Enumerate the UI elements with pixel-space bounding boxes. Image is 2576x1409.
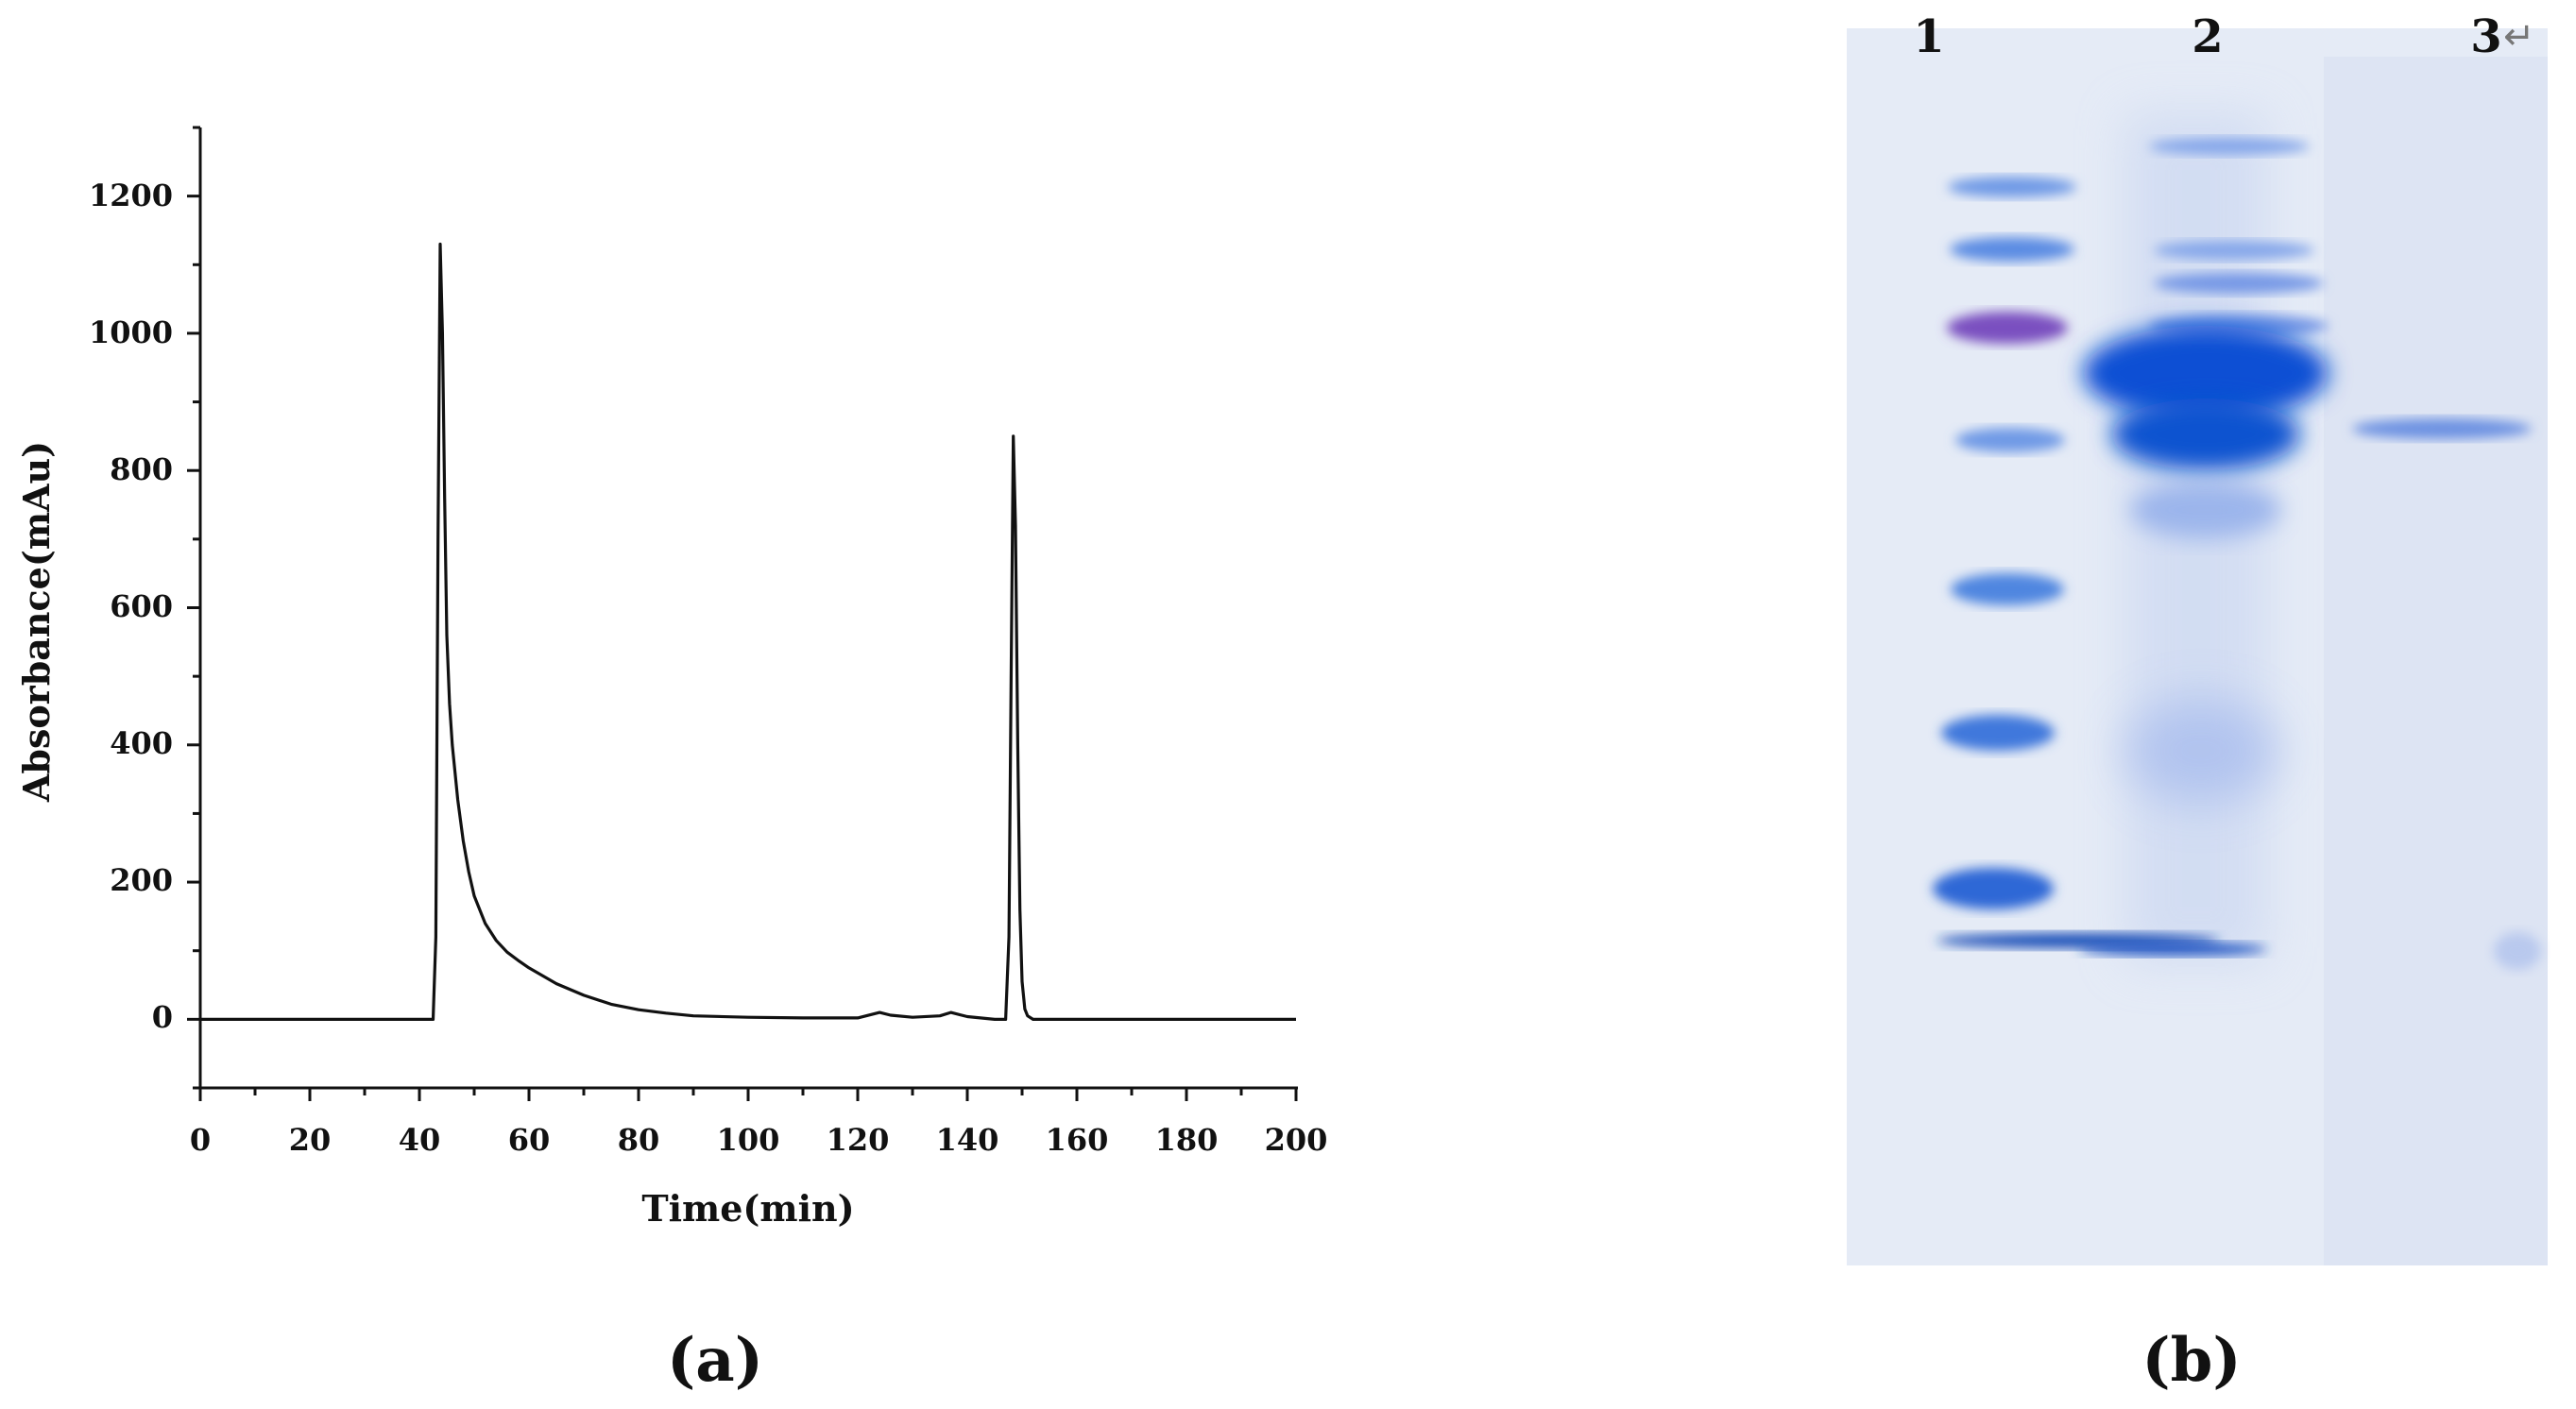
x-tick-label-20: 20 — [289, 1122, 332, 1158]
x-axis-title: Time(min) — [641, 1187, 854, 1230]
y-tick-label-400: 400 — [110, 725, 173, 761]
major-band — [2083, 326, 2329, 420]
absorbance-series-line — [200, 242, 1296, 1021]
ladder-lane — [1933, 177, 2076, 909]
y-axis-ticks — [187, 126, 200, 1090]
ladder-band — [1955, 428, 2065, 452]
x-tick-label-120: 120 — [827, 1122, 890, 1158]
sample-band — [2154, 241, 2314, 260]
x-tick-label-200: 200 — [1265, 1122, 1328, 1158]
x-tick-label-0: 0 — [190, 1122, 211, 1158]
dye-front — [2078, 942, 2267, 956]
y-tick-label-800: 800 — [110, 451, 173, 487]
x-tick-label-160: 160 — [1046, 1122, 1109, 1158]
sample-band — [2154, 273, 2324, 294]
lane-label-1: 1 — [1913, 10, 1944, 63]
y-tick-label-200: 200 — [110, 862, 173, 898]
x-tick-label-40: 40 — [399, 1122, 441, 1158]
y-axis-title: Absorbance(mAu) — [15, 441, 58, 803]
x-tick-label-180: 180 — [1155, 1122, 1219, 1158]
y-tick-labels: 0 200 400 600 800 1000 1200 — [89, 178, 173, 1035]
sample-lane-2 — [2083, 113, 2329, 963]
x-axis-ticks — [198, 1088, 1298, 1101]
sample-lane-3 — [2352, 418, 2532, 439]
ladder-band — [1950, 237, 2074, 262]
lane-smear — [2125, 113, 2267, 963]
x-tick-label-100: 100 — [717, 1122, 780, 1158]
x-tick-label-60: 60 — [508, 1122, 551, 1158]
y-tick-label-600: 600 — [110, 588, 173, 624]
ladder-band — [1933, 868, 2054, 909]
y-tick-label-1200: 1200 — [89, 178, 173, 213]
ladder-band — [1941, 715, 2055, 751]
panel-label-b: (b) — [2141, 1325, 2241, 1396]
sample-band — [2130, 482, 2281, 538]
y-tick-label-1000: 1000 — [89, 314, 173, 350]
sample-band — [2125, 699, 2277, 803]
ladder-band — [1951, 573, 2064, 605]
purified-band — [2352, 418, 2532, 439]
x-tick-labels: 0 20 40 60 80 100 120 140 160 180 200 — [190, 1122, 1328, 1158]
panel-label-a: (a) — [667, 1325, 763, 1396]
major-band-lower — [2111, 399, 2300, 470]
return-arrow-icon: ↵ — [2503, 15, 2535, 59]
ladder-band — [1947, 312, 2068, 344]
gel-lane-shade — [2324, 57, 2548, 1265]
ladder-band — [1948, 177, 2076, 197]
x-tick-label-140: 140 — [936, 1122, 999, 1158]
sample-band — [2149, 138, 2310, 155]
dye-front — [2494, 932, 2541, 970]
lane-label-2: 2 — [2192, 10, 2223, 63]
chromatogram-chart: Absorbance(mAu) Time(min) 0 200 400 600 … — [15, 126, 1328, 1230]
y-tick-label-0: 0 — [152, 999, 173, 1035]
x-tick-label-80: 80 — [618, 1122, 660, 1158]
lane-label-3: 3 — [2470, 10, 2501, 63]
gel-image: 1 2 3 ↵ — [1847, 10, 2548, 1265]
